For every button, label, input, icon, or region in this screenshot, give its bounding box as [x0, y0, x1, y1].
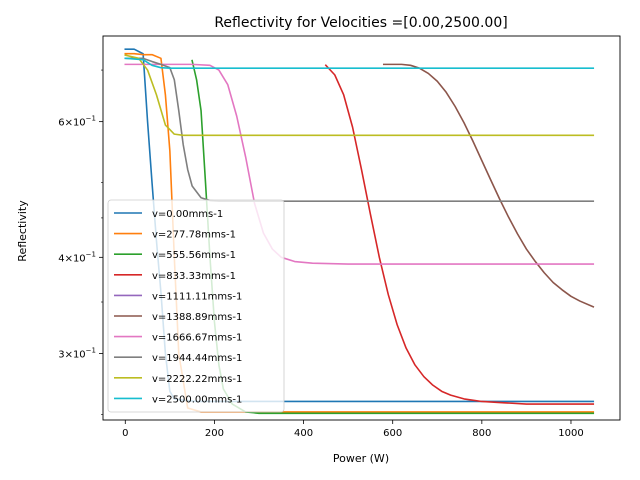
series-line-9: [124, 57, 595, 69]
y-tick-label: 6×10−1: [58, 115, 96, 129]
y-tick-label: 4×10−1: [58, 250, 96, 264]
legend: v=0.00mms-1 v=277.78mms-1 v=555.56mms-1 v=8…: [107, 199, 285, 413]
legend-label-2: v=555.56mms-1: [152, 250, 236, 261]
x-tick-label: 0: [122, 428, 128, 439]
chart-title: Reflectivity for Velocities =[0.00,2500.…: [214, 15, 507, 31]
x-tick-label: 400: [294, 428, 313, 439]
x-tick-label: 800: [472, 428, 491, 439]
legend-label-8: v=2222.22mms-1: [152, 374, 242, 385]
plot-frame: [102, 35, 621, 421]
legend-label-5: v=1388.89mms-1: [152, 312, 242, 323]
series-line-3: [324, 64, 595, 405]
axes-layer: 0 200 400 600 800 1000 6×10−1 4×10−1 3×10−1: [58, 35, 621, 439]
legend-label-6: v=1666.67mms-1: [152, 333, 242, 344]
legend-label-4: v=1111.11mms-1: [152, 291, 242, 302]
legend-label-7: v=1944.44mms-1: [152, 353, 242, 364]
x-axis-label: Power (W): [333, 452, 389, 465]
x-tick-label: 1000: [558, 428, 583, 439]
legend-box: [107, 199, 285, 413]
legend-label-9: v=2500.00mms-1: [152, 394, 242, 405]
y-axis-label: Reflectivity: [16, 200, 29, 262]
series-line-6: [124, 63, 595, 265]
legend-label-1: v=277.78mms-1: [152, 230, 236, 241]
legend-label-0: v=0.00mms-1: [152, 209, 223, 220]
x-tick-label: 600: [383, 428, 402, 439]
series-line-8: [124, 54, 595, 137]
x-tick-label: 200: [205, 428, 224, 439]
y-tick-label: 3×10−1: [58, 347, 96, 361]
legend-label-3: v=833.33mms-1: [152, 271, 236, 282]
